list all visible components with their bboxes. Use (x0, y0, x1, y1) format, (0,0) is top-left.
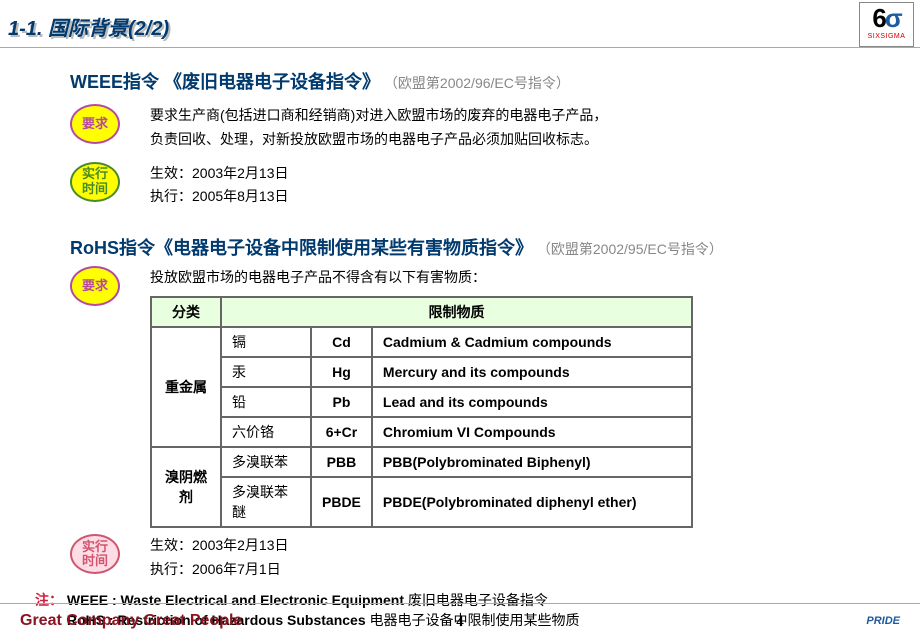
weee-section: WEEE指令 《废旧电器电子设备指令》 （欧盟第2002/96/EC号指令） 要… (70, 68, 890, 209)
rohs-time-text: 生效：2003年2月13日 执行：2006年7月1日 (150, 534, 289, 582)
weee-note: （欧盟第2002/96/EC号指令） (384, 75, 570, 91)
rohs-intro: 投放欧盟市场的电器电子产品不得含有以下有害物质： (150, 266, 890, 290)
th-substance: 限制物质 (221, 297, 692, 327)
sixsigma-logo: 6σ SIXSIGMA (859, 2, 914, 47)
rohs-title: RoHS指令《电器电子设备中限制使用某些有害物质指令》 (70, 238, 533, 258)
page-title: 1-1. 国际背景(2/2) (8, 12, 169, 41)
rohs-time-badge: 实行 时间 (70, 534, 120, 574)
weee-require-badge: 要求 (70, 104, 120, 144)
footer-slogan: Great Company Great People (20, 612, 242, 630)
th-category: 分类 (151, 297, 221, 327)
rohs-require-badge: 要求 (70, 266, 120, 306)
substances-table: 分类 限制物质 重金属 镉 Cd Cadmium & Cadmium compo… (150, 296, 693, 528)
rohs-section: RoHS指令《电器电子设备中限制使用某些有害物质指令》 （欧盟第2002/95/… (70, 234, 890, 581)
pride-logo: PRIDE (866, 615, 900, 627)
header-bar: 1-1. 国际背景(2/2) 1-1. 国际背景(2/2) 6σ SIXSIGM… (0, 0, 920, 48)
footer-bar: Great Company Great People 4 PRIDE (0, 603, 920, 637)
weee-time-badge: 实行 时间 (70, 162, 120, 202)
rohs-note: （欧盟第2002/95/EC号指令） (537, 241, 723, 257)
weee-time-text: 生效：2003年2月13日 执行：2005年8月13日 (150, 162, 289, 210)
weee-title: WEEE指令 《废旧电器电子设备指令》 (70, 72, 380, 92)
page-number: 4 (456, 613, 464, 629)
weee-require-text: 要求生产商(包括进口商和经销商)对进入欧盟市场的废弃的电器电子产品， 负责回收、… (150, 104, 607, 152)
content-area: WEEE指令 《废旧电器电子设备指令》 （欧盟第2002/96/EC号指令） 要… (0, 48, 920, 630)
logo-caption: SIXSIGMA (860, 33, 913, 40)
cat-metal: 重金属 (151, 327, 221, 447)
cat-flame: 溴阴燃剂 (151, 447, 221, 527)
